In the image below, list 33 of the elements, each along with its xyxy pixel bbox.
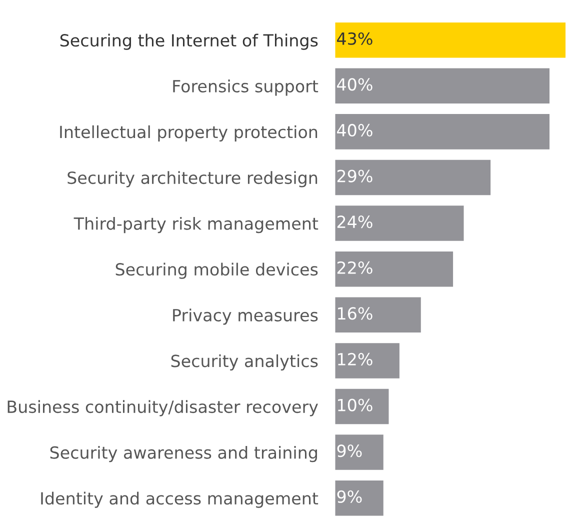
bar [335, 206, 464, 241]
data-label: 12% [338, 352, 372, 366]
data-label: 9% [337, 444, 362, 458]
bar [335, 68, 550, 104]
y-tick-label: Business continuity/disaster recovery [8, 400, 318, 416]
y-tick-label: Forensics support [173, 80, 318, 96]
y-tick-label: Privacy measures [173, 308, 318, 325]
y-tick-label: Security analytics [171, 354, 318, 370]
data-label: 24% [337, 216, 372, 228]
bar [335, 480, 384, 516]
y-tick-label: Security awareness and training [50, 446, 317, 462]
bar [335, 343, 400, 378]
bar [335, 114, 550, 150]
bar [335, 251, 454, 287]
bar [335, 297, 421, 333]
bar [335, 434, 384, 470]
data-label: 40% [337, 78, 372, 91]
y-tick-label: Identity and access management [41, 492, 318, 508]
data-label: 16% [338, 307, 372, 320]
y-tick-label: Security architecture redesign [68, 171, 318, 188]
y-tick-label: Securing the Internet of Things [60, 34, 318, 50]
data-label: 10% [338, 398, 372, 412]
data-label: 22% [337, 261, 372, 274]
data-label: 29% [337, 170, 372, 182]
bar [335, 388, 389, 424]
y-tick-label: Intellectual property protection [60, 125, 318, 142]
data-label: 43% [337, 32, 372, 45]
y-tick-label: Third-party risk management [74, 216, 318, 234]
bar [335, 160, 491, 196]
data-label: 40% [337, 124, 372, 137]
y-tick-label: Securing mobile devices [116, 262, 318, 279]
bar [335, 22, 566, 58]
data-label: 9% [337, 490, 362, 503]
